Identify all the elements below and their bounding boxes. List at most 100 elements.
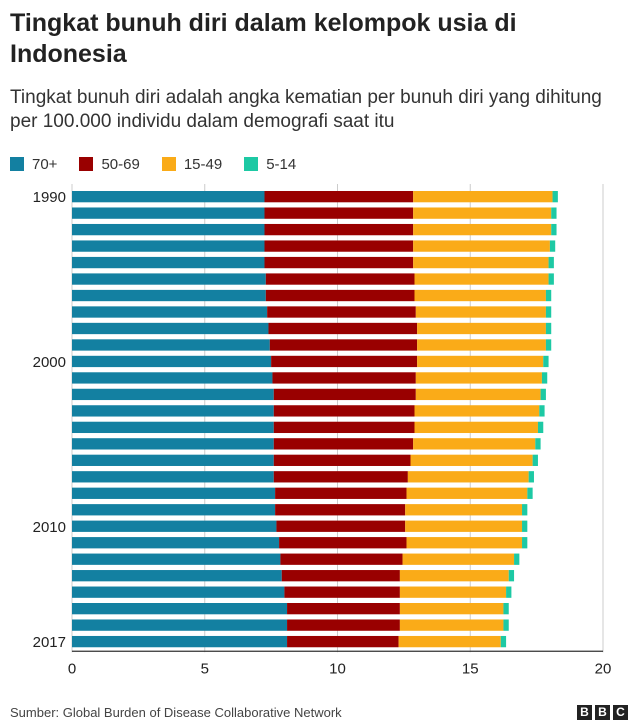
bar-segment — [539, 405, 545, 417]
bar-segment — [273, 471, 408, 483]
bar-segment — [72, 273, 266, 285]
bar-segment — [72, 619, 288, 631]
bar-segment — [548, 273, 554, 285]
bar-segment — [413, 438, 536, 450]
bar-segment — [528, 471, 534, 483]
chart-title: Tingkat bunuh diri dalam kelompok usia d… — [10, 9, 517, 68]
bar-segment — [72, 603, 288, 615]
bar-segment — [273, 405, 415, 417]
bar-segment — [72, 289, 266, 302]
y-tick-label: 2000 — [33, 354, 66, 371]
bar-segment — [549, 240, 556, 252]
bar-segment — [532, 454, 538, 466]
bar-segment — [72, 191, 265, 203]
legend-swatch — [161, 157, 176, 171]
bbc-logo: B B C — [577, 705, 628, 720]
logo-letter: C — [613, 705, 628, 720]
bar-segment — [413, 191, 553, 203]
logo-letter: B — [577, 705, 592, 720]
bar-segment — [414, 273, 549, 285]
bar-segment — [287, 635, 399, 648]
bar-segment — [399, 570, 509, 582]
x-tick-label: 10 — [329, 660, 346, 677]
bar-segment — [545, 339, 552, 351]
bar-segment — [72, 256, 265, 269]
legend-item-5-14: 5-14 — [244, 156, 296, 173]
x-tick-label: 0 — [68, 660, 76, 677]
bar-segment — [72, 240, 265, 252]
bar-segment — [72, 438, 274, 450]
bar-segment — [275, 504, 406, 516]
bar-segment — [543, 355, 549, 368]
bar-segment — [552, 191, 558, 203]
bar-segment — [276, 520, 406, 532]
bar-segment — [407, 471, 529, 483]
bar-segment — [72, 635, 288, 648]
bar-segment — [72, 421, 274, 434]
bar-segment — [72, 405, 274, 417]
bar-segment — [399, 603, 504, 615]
bar-segment — [537, 421, 544, 434]
bar-segment — [506, 586, 512, 598]
bar-segment — [275, 487, 407, 499]
bar-segment — [417, 355, 544, 368]
bar-segment — [72, 471, 274, 483]
bar-segment — [273, 421, 415, 434]
bar-segment — [413, 240, 550, 252]
legend-swatch — [244, 157, 259, 171]
bar-segment — [272, 372, 416, 384]
bar-segment — [527, 487, 533, 499]
bar-segment — [273, 388, 416, 401]
bar-segment — [264, 191, 414, 203]
bar-segment — [413, 207, 552, 219]
bar-segment — [535, 438, 541, 450]
bar-segment — [284, 586, 400, 598]
bar-segment — [72, 520, 277, 532]
bar-segment — [414, 421, 538, 434]
bar-segment — [279, 537, 407, 549]
bar-segment — [267, 306, 416, 318]
bar-segment — [508, 570, 515, 582]
bar-segment — [503, 619, 509, 631]
chart-subtitle: Tingkat bunuh diri adalah angka kematian… — [10, 87, 602, 132]
bar-segment — [264, 240, 414, 252]
bar-segment — [545, 289, 552, 302]
bar-segment — [405, 520, 523, 532]
logo-letter: B — [595, 705, 610, 720]
x-tick-label: 5 — [201, 660, 209, 677]
bar-segment — [264, 207, 414, 219]
bar-segment — [72, 454, 274, 466]
x-tick-label: 15 — [462, 660, 479, 677]
legend-label: 5-14 — [266, 155, 297, 173]
bar-segment — [398, 635, 501, 648]
bar-segment — [522, 504, 528, 516]
bar-segment — [405, 504, 523, 516]
bar-segment — [72, 322, 269, 335]
bar-segment — [415, 306, 546, 318]
bar-segment — [503, 603, 509, 615]
legend-label: 15-49 — [183, 155, 223, 173]
bar-segment — [413, 223, 552, 236]
x-tick-label: 20 — [595, 660, 612, 677]
bar-segment — [551, 223, 557, 236]
legend: 70+ 50-69 15-49 5-14 — [10, 154, 318, 174]
legend-item-70plus: 70+ — [10, 156, 57, 173]
bar-segment — [415, 388, 541, 401]
source-note: Sumber: Global Burden of Disease Collabo… — [10, 705, 342, 720]
legend-item-15-49: 15-49 — [161, 155, 223, 173]
bar-segment — [548, 256, 554, 269]
bar-segment — [417, 322, 546, 335]
bar-segment — [287, 619, 400, 631]
bar-segment — [72, 388, 274, 401]
bar-segment — [545, 306, 552, 318]
bar-segment — [415, 372, 542, 384]
bar-segment — [417, 339, 546, 351]
legend-label: 50-69 — [101, 155, 140, 173]
y-tick-label: 2017 — [33, 634, 66, 651]
bar-segment — [540, 388, 546, 401]
bar-segment — [264, 256, 414, 269]
bar-segment — [399, 619, 504, 631]
bar-segment — [268, 322, 418, 335]
bar-segment — [545, 322, 552, 335]
bar-segment — [406, 487, 528, 499]
